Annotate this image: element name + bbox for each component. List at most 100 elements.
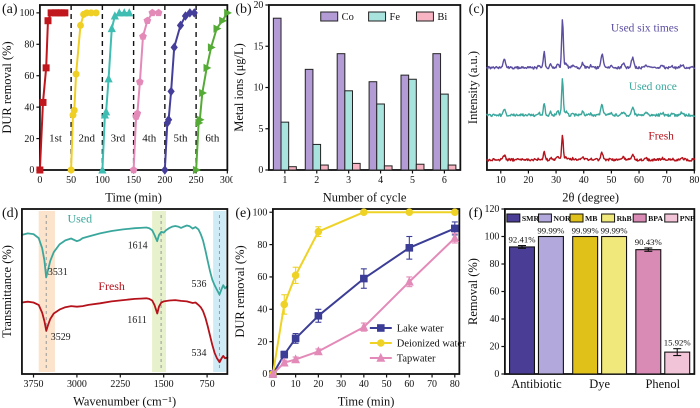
triangle-right-marker — [219, 16, 228, 25]
bar-Bi-cycle1 — [288, 166, 298, 171]
bar-Co-cycle5 — [400, 74, 410, 171]
triangle-up-marker — [101, 107, 111, 116]
diamond-marker — [167, 86, 175, 97]
legend-label: Fe — [390, 12, 401, 23]
triangle-right-marker — [199, 88, 207, 98]
diamond-marker — [190, 8, 198, 18]
panel-f-letter: (f) — [468, 206, 483, 221]
panel-a-letter: (a) — [2, 2, 18, 17]
x-tick-label: 50 — [606, 175, 616, 186]
value-label-NOR: 99.99% — [537, 226, 564, 236]
value-label-SMR: 92.41% — [508, 235, 535, 245]
y-tick-label: 40 — [24, 102, 34, 113]
x-tick-label: 40 — [578, 175, 588, 186]
y-tick-label: 100 — [19, 8, 34, 19]
legend-label: Deionized water — [397, 338, 466, 349]
value-label-BPA: 90.43% — [634, 237, 661, 247]
circle-marker — [77, 21, 84, 29]
y-tick-label: 15 — [254, 41, 264, 52]
triangle-up-marker — [104, 74, 113, 83]
diamond-marker — [181, 11, 190, 21]
circle-marker — [67, 166, 75, 174]
x-tick-label: 2250 — [110, 379, 130, 390]
category-label: Phenol — [645, 377, 680, 391]
x-tick-label: 60 — [405, 379, 415, 390]
x-tick-label: 10 — [291, 379, 301, 390]
bar-Co-cycle4 — [368, 81, 378, 171]
x-tick-label: 80 — [450, 379, 460, 390]
y-tick-label: 100 — [484, 232, 499, 243]
circle-marker — [72, 70, 80, 78]
x-tick-label: 4 — [378, 175, 383, 186]
legend-label: NOR — [553, 214, 571, 223]
panel-c: (c) 10 20 30 40 50 60 70 80 2θ (degree) Intensity… — [467, 0, 700, 204]
pentagon-marker — [143, 16, 152, 24]
x-axis-title: Wavenumber (cm⁻¹) — [73, 394, 176, 408]
y-tick-label: 100 — [253, 207, 268, 218]
x-axis-title: 2θ (degree) — [562, 190, 619, 204]
x-tick-label: 300 — [220, 175, 233, 186]
cycle-label: 6th — [205, 133, 220, 145]
pentagon-marker — [139, 32, 147, 40]
x-tick-label: 1500 — [154, 379, 174, 390]
pentagon-marker — [129, 165, 138, 174]
y-tick-label: 5 — [259, 124, 264, 135]
cycle-label: 3rd — [111, 133, 126, 145]
triangle-up-marker — [268, 368, 278, 378]
square-marker — [39, 98, 47, 106]
x-tick-label: 20 — [314, 379, 324, 390]
x-tick-label: 3000 — [67, 379, 87, 390]
plot-border — [272, 208, 461, 375]
series-line — [101, 11, 131, 171]
legend-label: Co — [342, 12, 354, 23]
plot-border — [268, 4, 462, 171]
bar-Bi-cycle4 — [384, 165, 393, 171]
y-tick-label: 0 — [259, 165, 264, 176]
triangle-right-marker — [207, 43, 216, 52]
panel-b: (b) 0 5 10 15 20 Number of cycle Metal ions (μ… — [233, 0, 466, 204]
y-axis-title: Removal (%) — [467, 258, 480, 325]
bar-Bi-cycle5 — [416, 163, 425, 171]
series-line — [21, 297, 229, 364]
bar-RhB — [600, 235, 627, 375]
square-marker — [44, 17, 52, 25]
x-tick-label: 6 — [442, 175, 447, 186]
bar-Co-cycle3 — [337, 53, 346, 171]
y-tick-label: 0 — [29, 165, 34, 176]
panel-e-chart: 0 10 20 30 40 50 60 70 80 0 20 40 60 80 100 Time (min) D… — [233, 207, 466, 408]
y-tick-label: 60 — [489, 287, 499, 298]
triangle-right-marker — [203, 63, 212, 73]
triangle-up-marker — [359, 321, 369, 331]
series-line — [485, 19, 695, 70]
y-tick-label: 0 — [263, 369, 268, 380]
bar-Bi-cycle2 — [320, 164, 330, 171]
diamond-marker — [176, 20, 185, 31]
y-tick-label: 20 — [254, 0, 264, 11]
panel-b-letter: (b) — [235, 2, 252, 17]
square-marker — [42, 64, 50, 72]
bar-Fe-cycle6 — [440, 93, 450, 171]
annotation-534: 534 — [192, 348, 207, 359]
legend-label: MB — [585, 214, 597, 223]
cycle-label: 1st — [49, 133, 62, 145]
legend-label: PNP — [679, 214, 694, 223]
diamond-marker — [161, 165, 169, 175]
diamond-marker — [170, 42, 178, 53]
triangle-up-marker — [107, 23, 116, 33]
x-axis-title: Time (min) — [338, 394, 395, 408]
highlight-band — [152, 211, 167, 372]
panel-a: (a) 0 50 100 150 200 250 300 0 20 40 60 80 100 Time (… — [0, 0, 233, 204]
series-line — [38, 11, 66, 171]
bar-MB — [571, 235, 598, 375]
x-tick-label: 750 — [200, 379, 215, 390]
triangle-up-marker — [120, 8, 129, 17]
x-tick-label: 2 — [315, 175, 320, 186]
legend-swatch-Fe — [368, 11, 387, 22]
y-tick-label: 10 — [254, 83, 264, 94]
category-label: Antibiotic — [511, 377, 562, 391]
annotation-3529: 3529 — [51, 332, 71, 343]
series-line — [272, 211, 457, 375]
y-tick-label: 20 — [24, 134, 34, 145]
legend-label: SMR — [521, 214, 539, 223]
